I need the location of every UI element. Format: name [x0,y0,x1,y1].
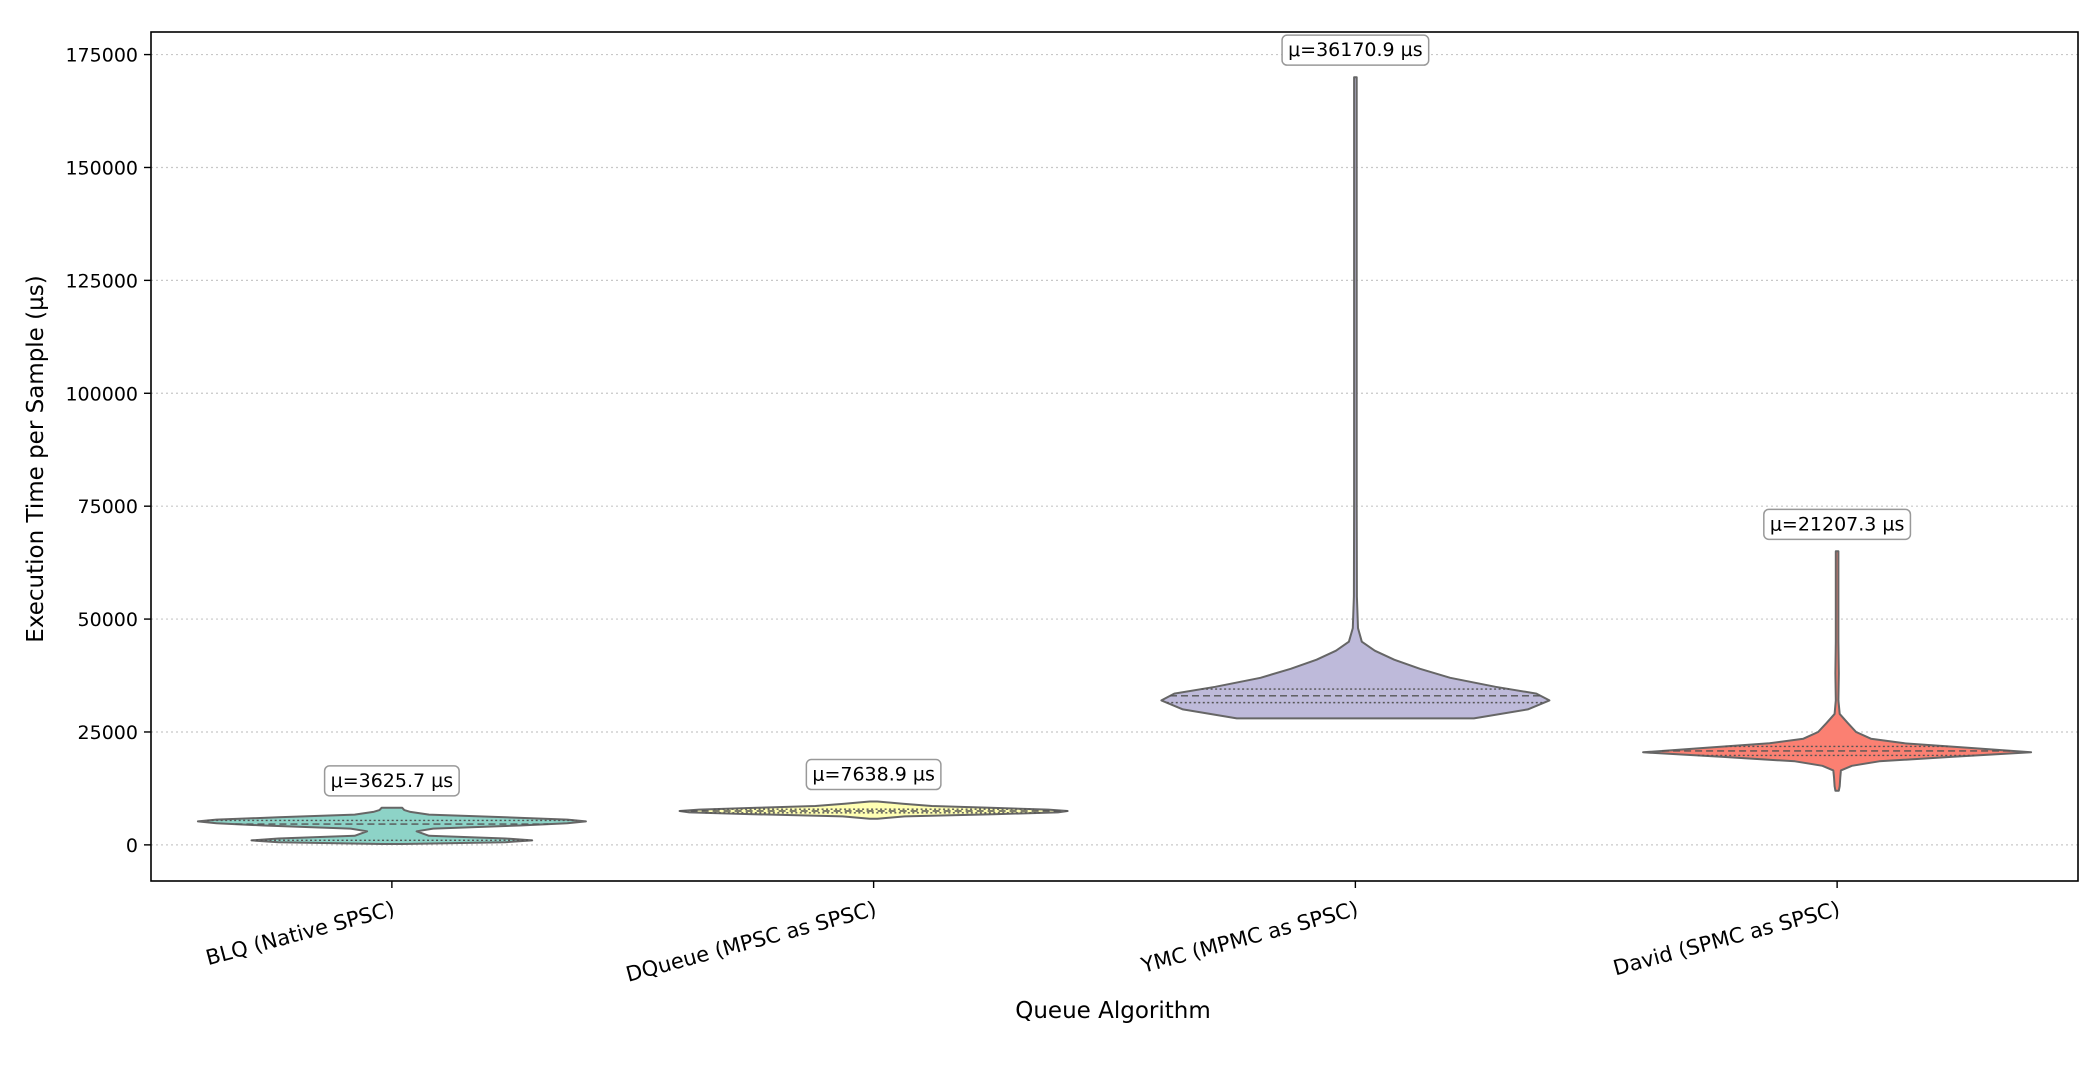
mean-label-text: μ=36170.9 µs [1288,39,1423,61]
violins [196,76,2033,845]
y-tick-label: 0 [126,835,138,857]
mean-label: μ=36170.9 µs [1281,34,1430,66]
y-tick-label: 150000 [65,157,138,179]
violin-body [1642,550,2033,792]
y-tick-label: 100000 [65,383,138,405]
plot-frame [150,31,2079,882]
mean-label-text: μ=3625.7 µs [331,770,454,792]
mean-annotations: μ=3625.7 µs μ=7638.9 µs μ=36170.9 µs μ=2120… [323,34,1912,797]
mean-label: μ=21207.3 µs [1763,508,1912,541]
violin-body [678,800,1069,820]
y-tick-label: 125000 [65,270,138,292]
y-tick-label: 175000 [65,45,138,67]
mean-label: μ=7638.9 µs [805,758,942,791]
x-axis-title: Queue Algorithm [1015,998,1211,1024]
mean-label-box [805,758,942,791]
y-tick-label: 25000 [78,722,138,744]
mean-label-box [1763,508,1912,541]
y-tick-label: 50000 [78,609,138,631]
mean-label: μ=3625.7 µs [323,765,460,797]
mean-label-text: μ=7638.9 µs [812,764,935,786]
violin-body [1160,76,1551,720]
y-tick-label: 75000 [78,496,138,518]
mean-label-box [323,765,460,797]
mean-label-box [1281,34,1430,66]
violin-body [196,806,587,845]
y-axis-title: Execution Time per Sample (µs) [23,275,49,642]
grid-lines [151,53,2078,846]
mean-label-text: μ=21207.3 µs [1770,513,1905,535]
